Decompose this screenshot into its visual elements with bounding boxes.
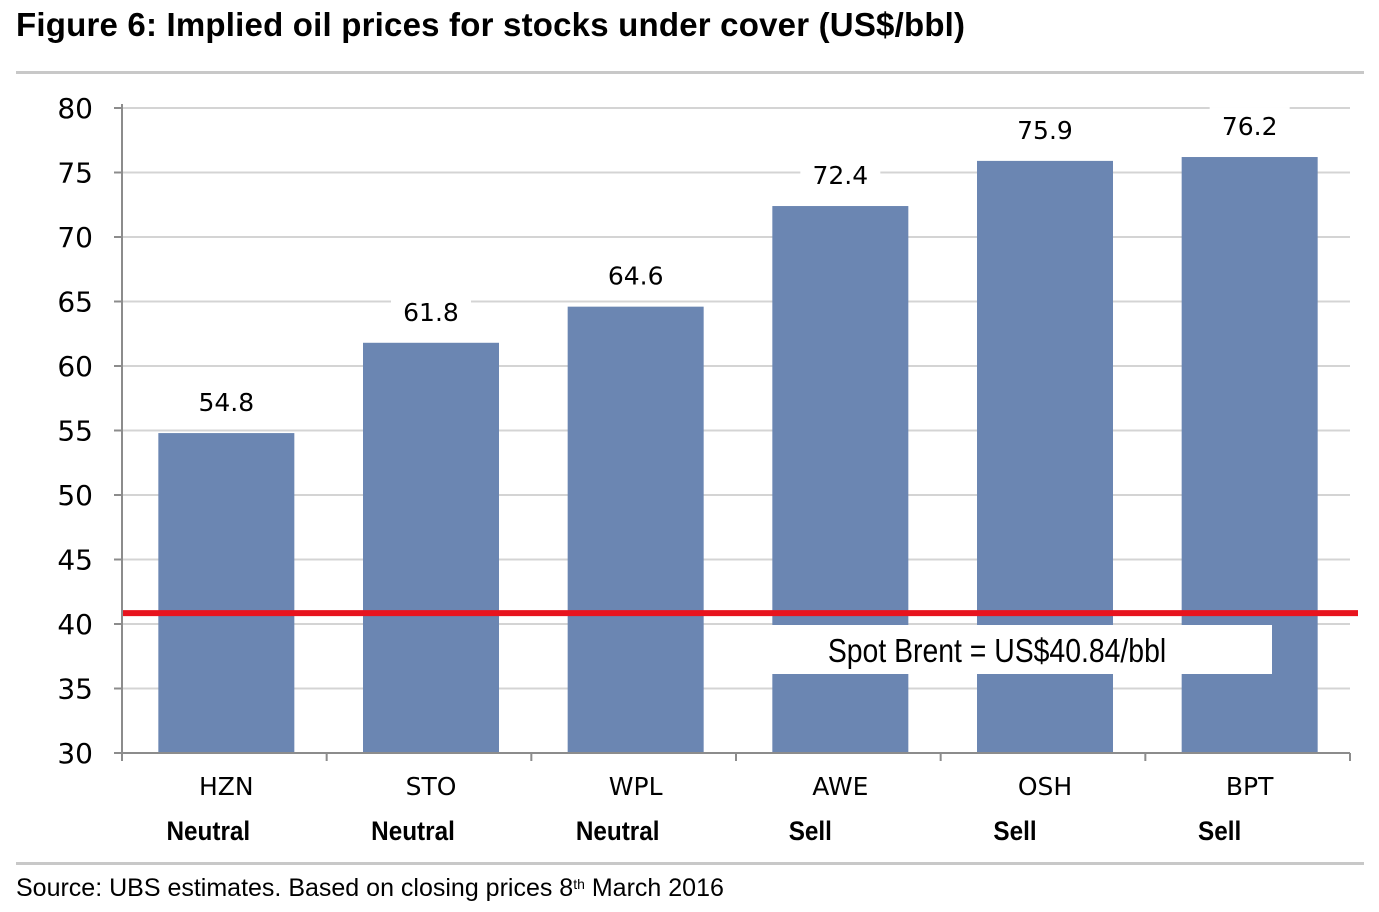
value-label-bg: [1209, 107, 1290, 142]
value-label: 76.2: [1222, 112, 1278, 141]
source-text: Source: UBS estimates. Based on closing …: [16, 874, 574, 902]
y-tick-label: 55: [57, 415, 93, 448]
value-label: 54.8: [198, 388, 254, 417]
y-tick-label: 75: [57, 157, 93, 190]
rating-label: Sell: [993, 817, 1036, 846]
value-label-bg: [1005, 110, 1085, 145]
source-superscript: th: [573, 876, 585, 892]
bar-wpl: [567, 306, 704, 753]
category-label: BPT: [1226, 772, 1274, 801]
rating-label: Sell: [1198, 817, 1241, 846]
labels: 30 35 40 45 50 55 60 65 70 75 80 54.8 HZN Neutral 61.8…: [57, 92, 1290, 846]
category-label: WPL: [609, 772, 663, 801]
source-divider: [16, 862, 1364, 865]
value-label-bg: [800, 156, 881, 191]
rating-label: Sell: [789, 817, 832, 846]
y-tick-label: 30: [57, 737, 93, 770]
y-tick-label: 50: [57, 479, 93, 512]
y-tick-label: 80: [57, 92, 93, 125]
rating-label: Neutral: [371, 817, 455, 846]
y-tick-label: 35: [57, 673, 93, 706]
title-divider: [16, 71, 1364, 74]
category-label: HZN: [199, 772, 254, 801]
rating-label: Neutral: [576, 817, 660, 846]
y-tick-label: 45: [57, 544, 93, 577]
value-label-bg: [595, 256, 676, 291]
spot-brent-reference: Spot Brent = US$40.84/bbl: [122, 610, 1358, 674]
category-label: STO: [406, 772, 457, 801]
axes: [114, 104, 1351, 761]
y-tick-label: 65: [57, 286, 93, 319]
value-label-bg: [391, 292, 471, 327]
spot-brent-label: Spot Brent = US$40.84/bbl: [828, 632, 1166, 670]
spot-brent-label-box: [722, 625, 1272, 674]
category-label: AWE: [812, 772, 868, 801]
value-label: 61.8: [403, 298, 459, 327]
bar-sto: [363, 342, 499, 753]
value-label: 64.6: [608, 262, 664, 291]
y-tick-label: 40: [57, 608, 93, 641]
rating-label: Neutral: [166, 817, 250, 846]
gridlines: [122, 107, 1350, 690]
y-tick-label: 60: [57, 350, 93, 383]
value-label: 75.9: [1017, 116, 1073, 145]
source-suffix: March 2016: [584, 874, 724, 902]
category-label: OSH: [1018, 772, 1072, 801]
source-note: Source: UBS estimates. Based on closing …: [16, 874, 724, 903]
y-tick-label: 70: [57, 221, 93, 254]
value-label: 72.4: [812, 161, 868, 190]
value-label-bg: [186, 383, 267, 418]
figure-title: Figure 6: Implied oil prices for stocks …: [16, 6, 966, 43]
bar-hzn: [158, 433, 295, 753]
